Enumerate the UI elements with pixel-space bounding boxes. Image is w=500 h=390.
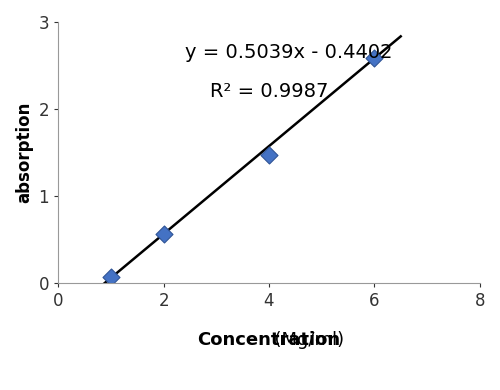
Text: Concentration: Concentration <box>198 330 340 349</box>
Y-axis label: absorption: absorption <box>15 102 33 204</box>
Text: (Mg/ml): (Mg/ml) <box>194 330 344 349</box>
Point <box>160 231 168 237</box>
Text: R² = 0.9987: R² = 0.9987 <box>210 82 328 101</box>
Text: y = 0.5039x - 0.4402: y = 0.5039x - 0.4402 <box>184 43 392 62</box>
Point <box>370 55 378 62</box>
Point <box>107 274 115 280</box>
Point <box>265 152 273 158</box>
